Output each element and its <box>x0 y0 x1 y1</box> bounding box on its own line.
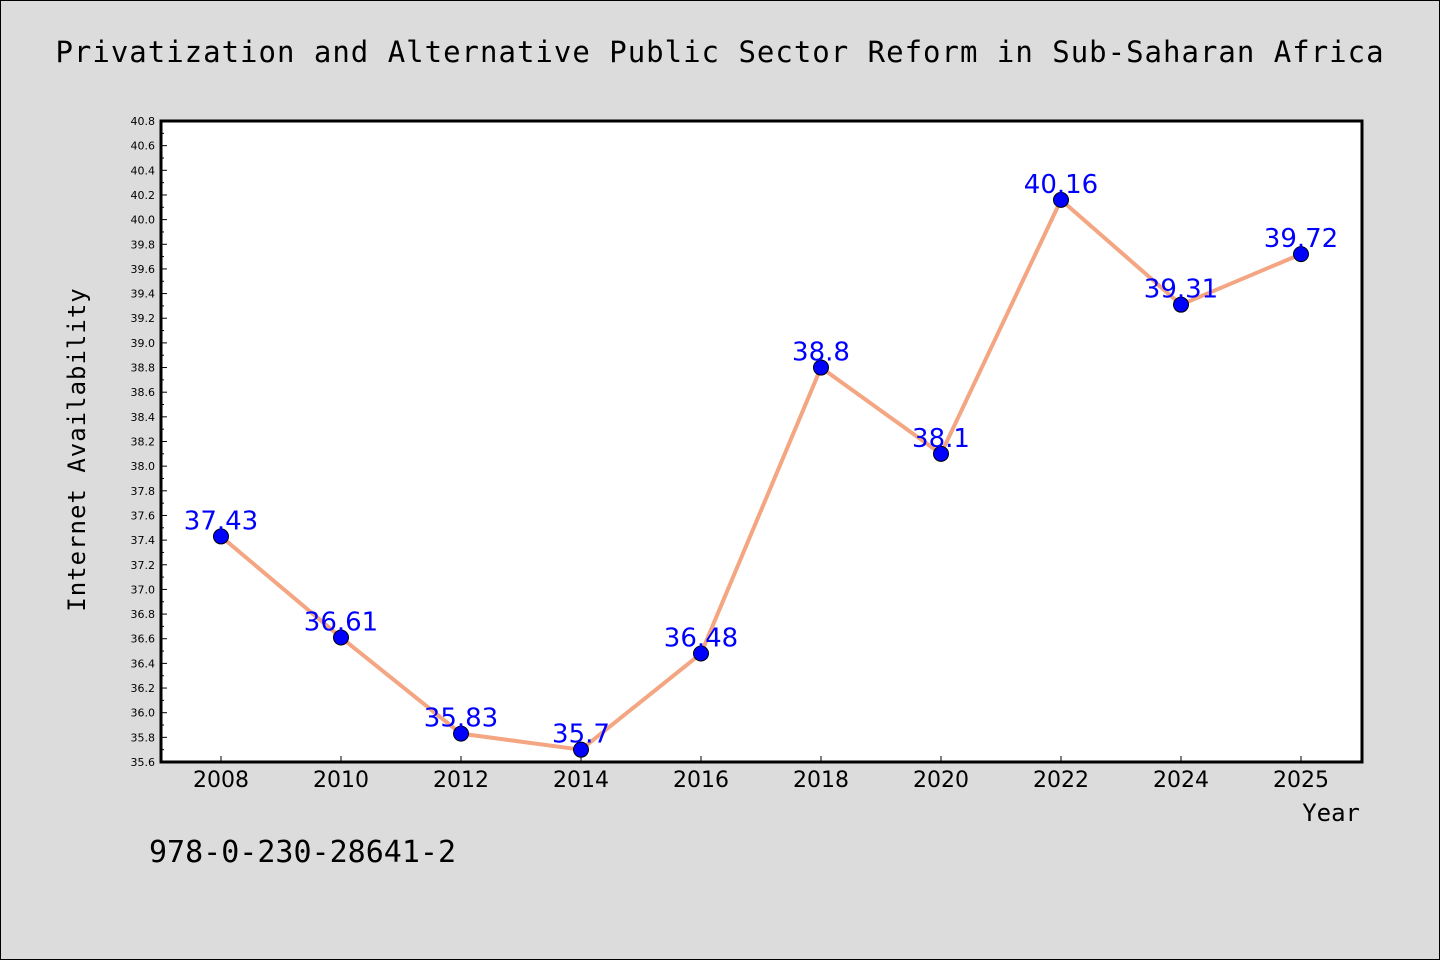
y-tick-label: 35.6 <box>131 756 156 769</box>
y-tick-label: 38.6 <box>131 386 156 399</box>
y-tick-label: 40.4 <box>131 164 156 177</box>
y-tick-label: 40.8 <box>131 115 156 128</box>
y-tick-label: 38.8 <box>131 362 156 375</box>
data-point <box>1173 296 1189 313</box>
data-label: 40.16 <box>1024 170 1098 200</box>
y-tick-label: 36.2 <box>131 682 156 695</box>
y-tick-label: 39.4 <box>131 288 156 301</box>
x-tick-label: 2010 <box>313 768 369 793</box>
data-label: 35.7 <box>552 720 610 750</box>
data-label: 39.31 <box>1144 275 1218 305</box>
data-point <box>333 629 349 646</box>
y-tick-label: 37.4 <box>131 534 156 547</box>
data-label: 35.83 <box>424 704 498 734</box>
x-tick-label: 2024 <box>1153 768 1209 793</box>
x-tick-label: 2020 <box>913 768 969 793</box>
y-tick-label: 38.0 <box>131 460 156 473</box>
y-tick-label: 40.2 <box>131 189 156 202</box>
data-label: 37.43 <box>184 506 258 536</box>
data-point <box>1293 246 1309 263</box>
y-tick-label: 39.2 <box>131 312 156 325</box>
y-tick-label: 40.0 <box>131 214 156 227</box>
y-tick-label: 39.8 <box>131 238 156 251</box>
data-point <box>1053 191 1069 208</box>
data-point <box>693 645 709 662</box>
y-tick-label: 38.4 <box>131 411 156 424</box>
data-label: 38.1 <box>912 424 970 454</box>
data-point <box>813 359 829 376</box>
y-tick-label: 37.6 <box>131 509 156 522</box>
x-axis-label: Year <box>1302 799 1360 827</box>
x-tick-label: 2014 <box>553 768 609 793</box>
plot-frame <box>159 119 1364 764</box>
y-tick-label: 36.6 <box>131 633 156 646</box>
plot-area <box>161 121 1362 762</box>
x-tick-label: 2012 <box>433 768 489 793</box>
series-line <box>219 197 1303 752</box>
x-tick-label: 2018 <box>793 768 849 793</box>
data-point <box>573 741 589 758</box>
chart-title: Privatization and Alternative Public Sec… <box>55 35 1385 69</box>
x-tick-label: 2008 <box>193 768 249 793</box>
y-tick-label: 39.6 <box>131 263 156 276</box>
y-tick-label: 40.6 <box>131 140 156 153</box>
data-point <box>453 725 469 742</box>
y-tick-label: 37.8 <box>131 485 156 498</box>
x-tick-label: 2022 <box>1033 768 1089 793</box>
data-label: 39.72 <box>1264 224 1338 254</box>
data-point <box>213 528 229 545</box>
y-tick-label: 35.8 <box>131 731 156 744</box>
y-tick-label: 38.2 <box>131 436 156 449</box>
footer-code: 978-0-230-28641-2 <box>149 835 457 870</box>
data-label: 36.61 <box>304 607 378 637</box>
y-tick-label: 37.2 <box>131 559 156 572</box>
x-tick-label: 2016 <box>673 768 729 793</box>
y-tick-label: 37.0 <box>131 583 156 596</box>
data-label: 38.8 <box>792 338 850 368</box>
data-point <box>933 445 949 462</box>
y-tick-label: 36.0 <box>131 707 156 720</box>
data-label: 36.48 <box>664 624 738 654</box>
y-axis-label: Internet Availability <box>63 287 91 611</box>
y-tick-label: 36.8 <box>131 608 156 621</box>
y-tick-label: 36.4 <box>131 657 156 670</box>
y-tick-label: 39.0 <box>131 337 156 350</box>
x-tick-label: 2025 <box>1273 768 1329 793</box>
